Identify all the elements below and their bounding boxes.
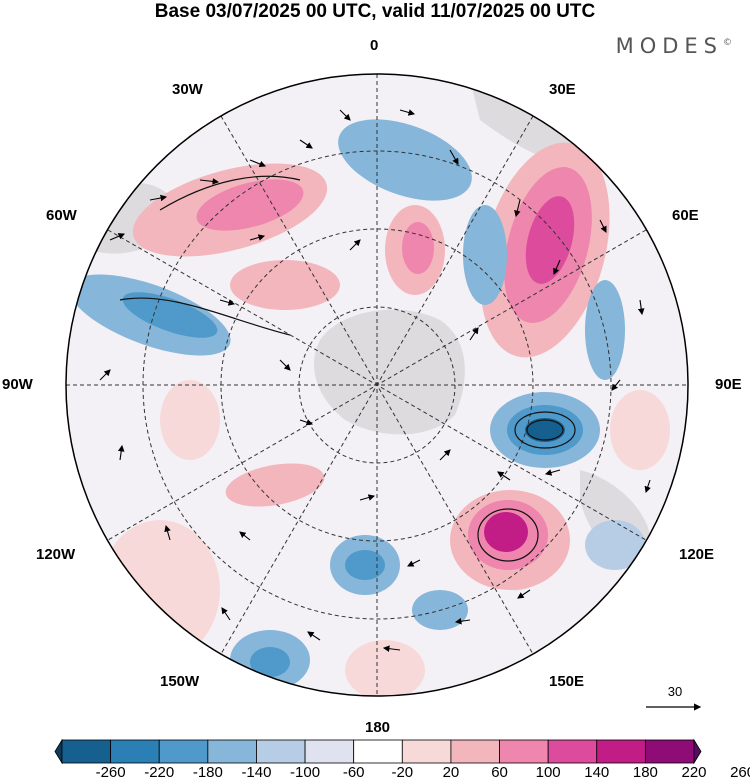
height-contours — [119, 175, 576, 562]
colorbar-tick-label: -20 — [391, 764, 414, 781]
brand-name: MODES — [615, 34, 723, 58]
colorbar-high-arrow — [693, 739, 702, 765]
graticule-label-bottom: 180 — [365, 719, 391, 736]
colorbar-tick-label: 140 — [584, 764, 610, 781]
colorbar-bin — [450, 739, 500, 764]
graticule-label-left: 90W — [2, 376, 33, 393]
graticule-label-upper-left: 60W — [46, 207, 77, 224]
colorbar-tick-label: -60 — [342, 764, 365, 781]
brand-mark: © — [723, 38, 732, 48]
map-boundary — [65, 73, 689, 697]
graticule-label-bottom-right: 150E — [549, 673, 585, 690]
colorbar-tick-label: 180 — [632, 764, 658, 781]
graticule-label-right: 90E — [715, 376, 742, 393]
colorbar-bin — [304, 739, 355, 764]
colorbar — [54, 739, 702, 765]
graticule-label-bottom-left: 150W — [160, 673, 200, 690]
colorbar-bin — [158, 739, 209, 764]
colorbar-bin — [401, 739, 452, 764]
map-field — [66, 74, 688, 696]
graticule-label-lower-right: 120E — [679, 546, 715, 563]
graticule-label-top-right: 30E — [549, 81, 576, 98]
wind-vectors — [99, 109, 651, 652]
colorbar-tick-label: 260 — [730, 764, 750, 781]
colorbar-tick-label: 20 — [442, 764, 460, 781]
colorbar-tick-label: -100 — [290, 764, 321, 781]
reference-vector-label: 30 — [667, 684, 683, 699]
graticule — [66, 74, 688, 696]
map-title: Base 03/07/2025 00 UTC, valid 11/07/2025… — [154, 1, 596, 22]
colorbar-bin — [61, 739, 112, 764]
colorbar-bin — [353, 739, 403, 764]
colorbar-bin — [499, 739, 549, 764]
colorbar-bin — [207, 739, 257, 764]
graticule-label-lower-left: 120W — [36, 546, 76, 563]
colorbar-tick-label: 60 — [491, 764, 508, 781]
colorbar-tick-label: -140 — [241, 764, 272, 781]
colorbar-bin — [596, 739, 646, 764]
brand-logo: MODES© — [616, 34, 732, 58]
colorbar-low-arrow — [54, 739, 63, 765]
colorbar-tick-label: -180 — [192, 764, 223, 781]
colorbar-tick-label: -220 — [144, 764, 175, 781]
graticule-label-upper-right: 60E — [672, 207, 699, 224]
graticule-label-top-left: 30W — [172, 81, 203, 98]
colorbar-tick-label: 100 — [535, 764, 561, 781]
colorbar-bin — [256, 739, 306, 764]
colorbar-tick-label: 220 — [681, 764, 707, 781]
colorbar-bin — [547, 739, 598, 764]
colorbar-bin — [644, 739, 695, 764]
colorbar-tick-label: -260 — [95, 764, 126, 781]
colorbar-bin — [110, 739, 160, 764]
graticule-label-top: 0 — [370, 37, 379, 54]
